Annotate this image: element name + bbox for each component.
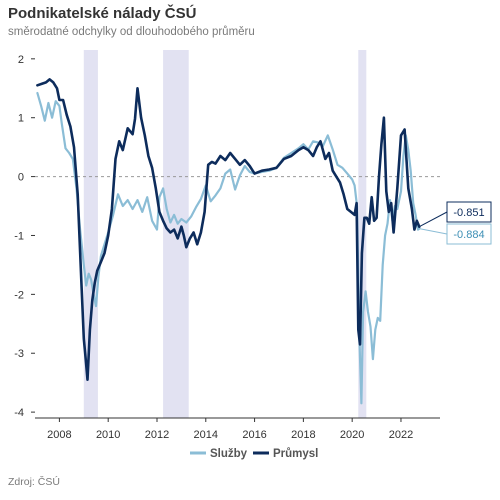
x-tick-label: 2012 <box>145 429 169 441</box>
callout-box <box>446 201 492 223</box>
source-note: Zdroj: ČSÚ <box>8 476 60 488</box>
callout-leader <box>419 228 448 235</box>
end-value-callouts: -0.851 -0.884 <box>419 201 492 245</box>
legend-label-sluzby: Služby <box>210 448 248 460</box>
y-tick-label: -1 <box>14 230 24 242</box>
callout-box <box>446 223 492 245</box>
callout-value-sluzby: -0.884 <box>453 229 484 241</box>
legend-label-prumysl: Průmysl <box>273 448 318 460</box>
series-lines <box>36 78 421 405</box>
series-line-prumysl <box>36 78 421 382</box>
series-line-sluzby <box>36 91 421 405</box>
chart-title: Podnikatelské nálady ČSÚ <box>8 5 197 22</box>
recession-band-0 <box>83 50 98 418</box>
y-tick-label: 2 <box>18 54 24 66</box>
x-tick-label: 2020 <box>340 429 364 441</box>
callout-leader <box>419 211 448 228</box>
y-tick-label: -4 <box>14 407 24 419</box>
x-tick-label: 2016 <box>242 429 266 441</box>
x-tick-label: 2010 <box>96 429 120 441</box>
recession-bands <box>83 50 367 418</box>
y-tick-label: -2 <box>14 289 24 301</box>
callout-value-prumysl: -0.851 <box>453 207 484 219</box>
y-tick-label: 0 <box>18 172 24 184</box>
chart-subtitle: směrodatné odchylky od dlouhodobého prům… <box>8 26 255 38</box>
x-tick-label: 2018 <box>291 429 315 441</box>
x-tick-label: 2014 <box>194 429 218 441</box>
y-tick-label: -3 <box>14 348 24 360</box>
y-tick-label: 1 <box>18 113 24 125</box>
x-tick-label: 2022 <box>389 429 413 441</box>
x-tick-label: 2008 <box>47 429 71 441</box>
axes: 2 1 0 -1 -2 -3 -4 2008 2010 2012 2014 2016 2018 2020 2… <box>14 54 440 441</box>
legend: Služby Průmysl <box>190 448 318 460</box>
line-chart: 2 1 0 -1 -2 -3 -4 2008 2010 2012 2014 2016 2018 2020 2… <box>14 50 492 460</box>
